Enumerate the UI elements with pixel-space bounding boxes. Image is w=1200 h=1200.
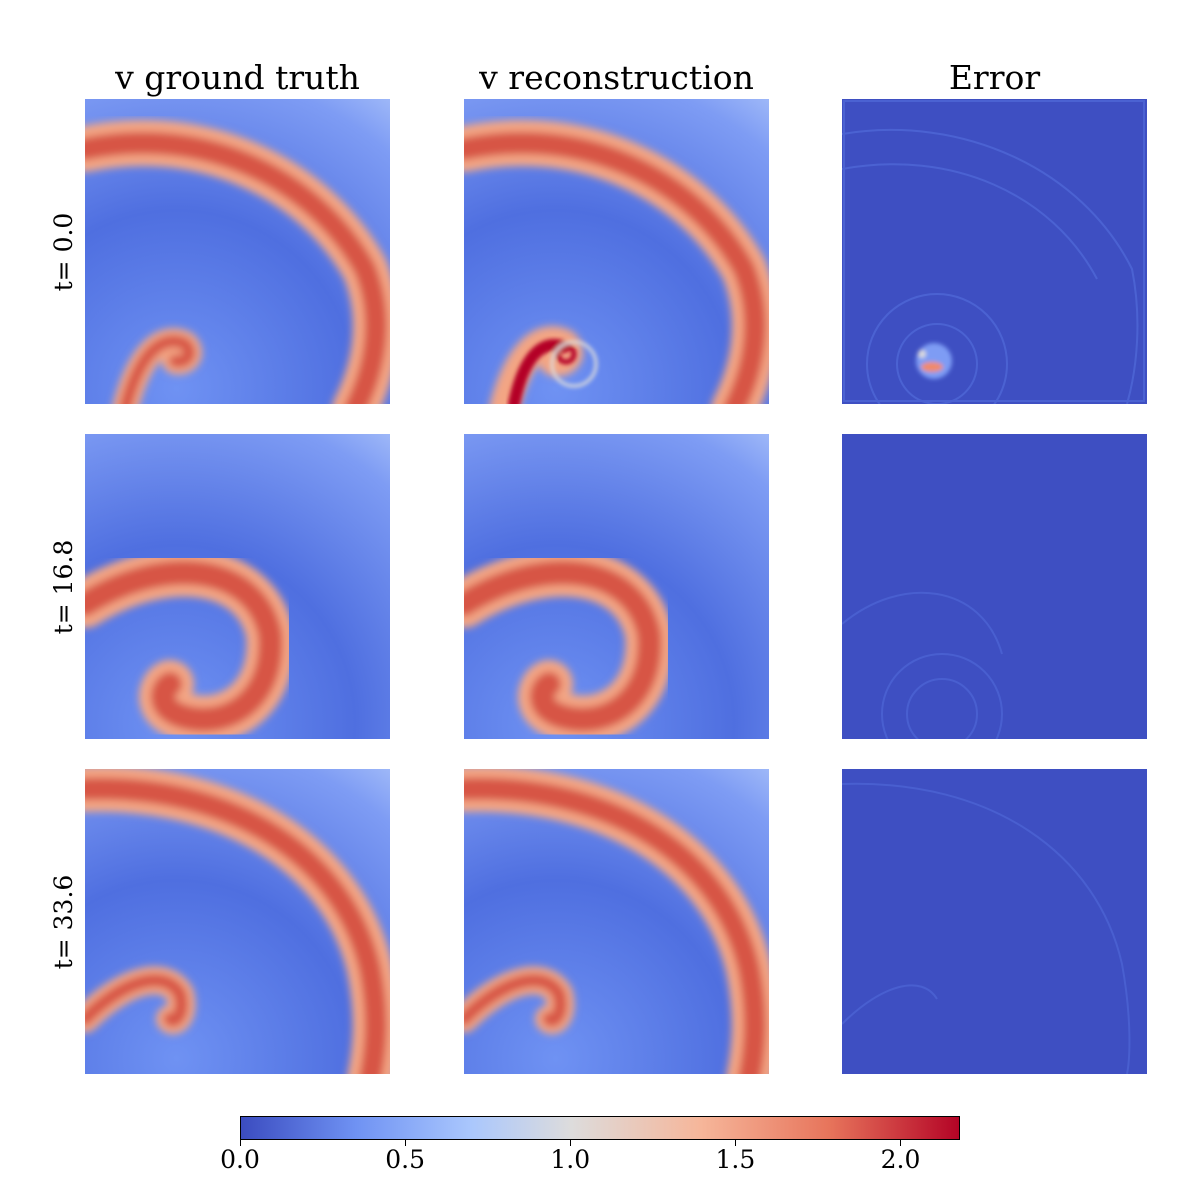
heatmap-ground-truth-t33	[85, 769, 390, 1074]
column-title-error: Error	[948, 58, 1041, 97]
colorbar-tick-label: 1.0	[550, 1145, 591, 1174]
heatmap-reconstruction-t16	[464, 434, 769, 739]
colorbar-tick	[900, 1140, 902, 1146]
column-title-reconstruction: v reconstruction	[479, 58, 754, 97]
column-title-ground-truth: v ground truth	[115, 58, 360, 97]
heatmap-error-t16	[842, 434, 1147, 739]
colorbar-tick	[239, 1140, 241, 1146]
row-label-t33: t= 33.6	[49, 874, 78, 970]
row-label-t0: t= 0.0	[49, 212, 78, 292]
heatmap-reconstruction-t0	[464, 99, 769, 404]
heatmap-error-t0	[842, 99, 1147, 404]
heatmap-error-t33	[842, 769, 1147, 1074]
colorbar-tick-label: 0.5	[385, 1145, 425, 1174]
row-label-t16: t= 16.8	[49, 539, 78, 635]
colorbar	[240, 1116, 960, 1140]
colorbar-tick-label: 2.0	[880, 1145, 921, 1174]
heatmap-reconstruction-t33	[464, 769, 769, 1074]
colorbar-tick-label: 1.5	[715, 1145, 756, 1174]
colorbar-tick	[569, 1140, 571, 1146]
colorbar-tick	[404, 1140, 406, 1146]
colorbar-tick	[734, 1140, 736, 1146]
heatmap-ground-truth-t0	[85, 99, 390, 404]
colorbar-tick-label: 0.0	[220, 1145, 260, 1174]
heatmap-ground-truth-t16	[85, 434, 390, 739]
